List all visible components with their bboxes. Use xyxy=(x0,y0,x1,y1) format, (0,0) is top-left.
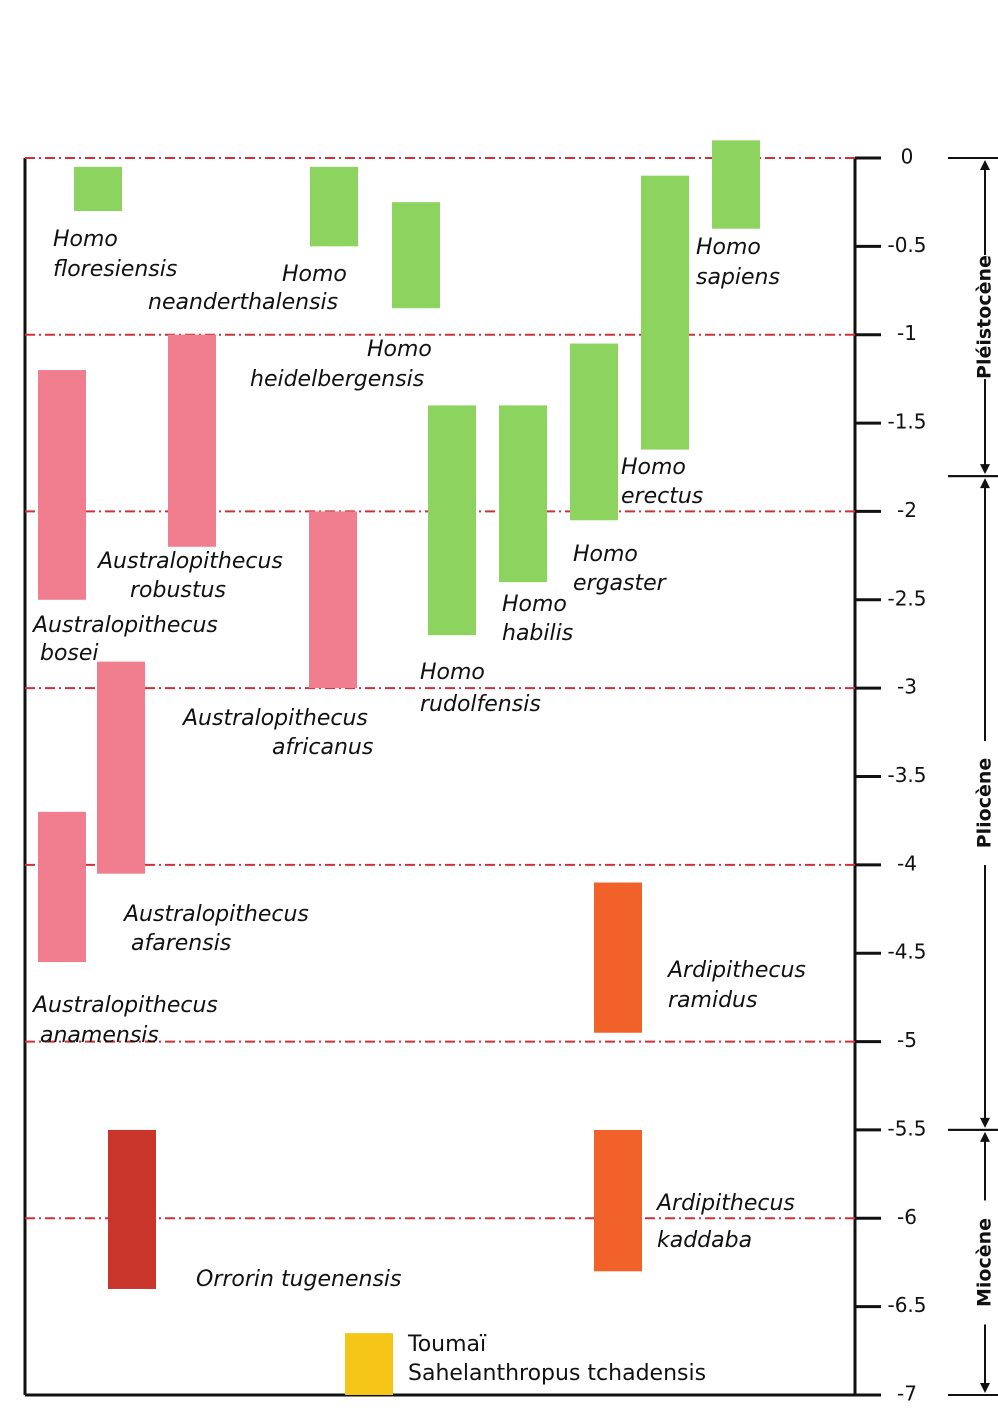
bar xyxy=(38,370,86,600)
bar-label: ergaster xyxy=(573,571,668,596)
epoch-label: Miocène xyxy=(974,1218,996,1307)
bar-label: Homo xyxy=(621,455,686,480)
y-tick-label: -4 xyxy=(897,851,917,875)
y-tick-label: -6 xyxy=(897,1205,917,1229)
bar-label: africanus xyxy=(272,735,373,760)
y-tick-label: -5.5 xyxy=(887,1116,926,1140)
bar xyxy=(712,140,760,228)
bar-label: Australopithecus xyxy=(181,706,368,731)
bar xyxy=(97,662,145,874)
bar-label: kaddaba xyxy=(657,1228,752,1253)
bar-label: Homo xyxy=(696,235,761,260)
bar-label: Homo xyxy=(367,337,432,362)
bar xyxy=(392,202,440,308)
bar xyxy=(310,167,358,247)
bar-label: Australopithecus xyxy=(122,902,309,927)
bar-label: Sahelanthropus tchadensis xyxy=(408,1361,706,1386)
bar xyxy=(345,1333,393,1395)
bar-label: Homo xyxy=(573,542,638,567)
bar xyxy=(594,883,642,1033)
y-tick-label: -1 xyxy=(897,321,917,345)
bar-label: Orrorin tugenensis xyxy=(196,1267,402,1292)
y-tick-label: -2 xyxy=(897,498,917,522)
bar xyxy=(168,335,216,547)
y-tick-label: -4.5 xyxy=(887,940,926,964)
bar-label: Australopithecus xyxy=(31,993,218,1018)
chart: 0 -0.5 -1 -1.5 -2 -2.5 -3 -3.5 -4 -4.5 -5 -5.5 -6 -6.… xyxy=(0,0,998,1415)
bar-label: neanderthalensis xyxy=(148,290,338,315)
bar-label: ramidus xyxy=(668,988,757,1013)
bar-label: Homo xyxy=(282,262,347,287)
bar-label: bosei xyxy=(40,641,99,666)
bar-label: Homo xyxy=(53,227,118,252)
bar-label: rudolfensis xyxy=(420,692,541,717)
bar-label: Australopithecus xyxy=(31,613,218,638)
bar-label: robustus xyxy=(130,578,226,603)
bar-label: Homo xyxy=(420,660,485,685)
y-tick-label: -3.5 xyxy=(887,763,926,787)
epoch-label: Pliocène xyxy=(974,758,996,849)
bar xyxy=(499,405,547,582)
y-tick-label: -6.5 xyxy=(887,1293,926,1317)
y-tick-label: 0 xyxy=(901,145,914,169)
y-tick-label: -0.5 xyxy=(887,233,926,257)
bar xyxy=(74,167,122,211)
epoch-label: Pléistocène xyxy=(974,255,996,379)
bar-label: floresiensis xyxy=(53,257,177,282)
bar xyxy=(428,405,476,635)
bar xyxy=(594,1130,642,1271)
bar-label: afarensis xyxy=(131,931,231,956)
bar-label: Australopithecus xyxy=(96,549,283,574)
bar-label: erectus xyxy=(621,484,703,509)
bar-label: Homo xyxy=(502,592,567,617)
y-tick-label: -1.5 xyxy=(887,410,926,434)
bar-label: habilis xyxy=(502,621,573,646)
bar xyxy=(570,344,618,521)
y-tick-label: -7 xyxy=(897,1382,917,1406)
bar-label: sapiens xyxy=(696,265,780,290)
y-tick-label: -3 xyxy=(897,675,917,699)
bar xyxy=(108,1130,156,1289)
bar-label: anamensis xyxy=(40,1023,159,1048)
y-tick-label: -2.5 xyxy=(887,586,926,610)
bar-label: Ardipithecus xyxy=(655,1191,795,1216)
bar xyxy=(309,511,357,688)
bar-label: Toumaï xyxy=(407,1332,487,1357)
bar-label: heidelbergensis xyxy=(250,367,424,392)
bar-label: Ardipithecus xyxy=(666,958,806,983)
bar xyxy=(641,176,689,450)
bar xyxy=(38,812,86,962)
y-tick-label: -5 xyxy=(897,1028,917,1052)
